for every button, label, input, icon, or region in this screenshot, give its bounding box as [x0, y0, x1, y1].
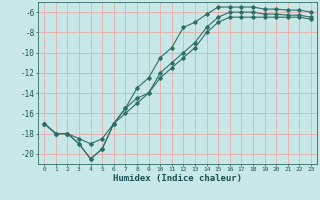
X-axis label: Humidex (Indice chaleur): Humidex (Indice chaleur): [113, 174, 242, 183]
